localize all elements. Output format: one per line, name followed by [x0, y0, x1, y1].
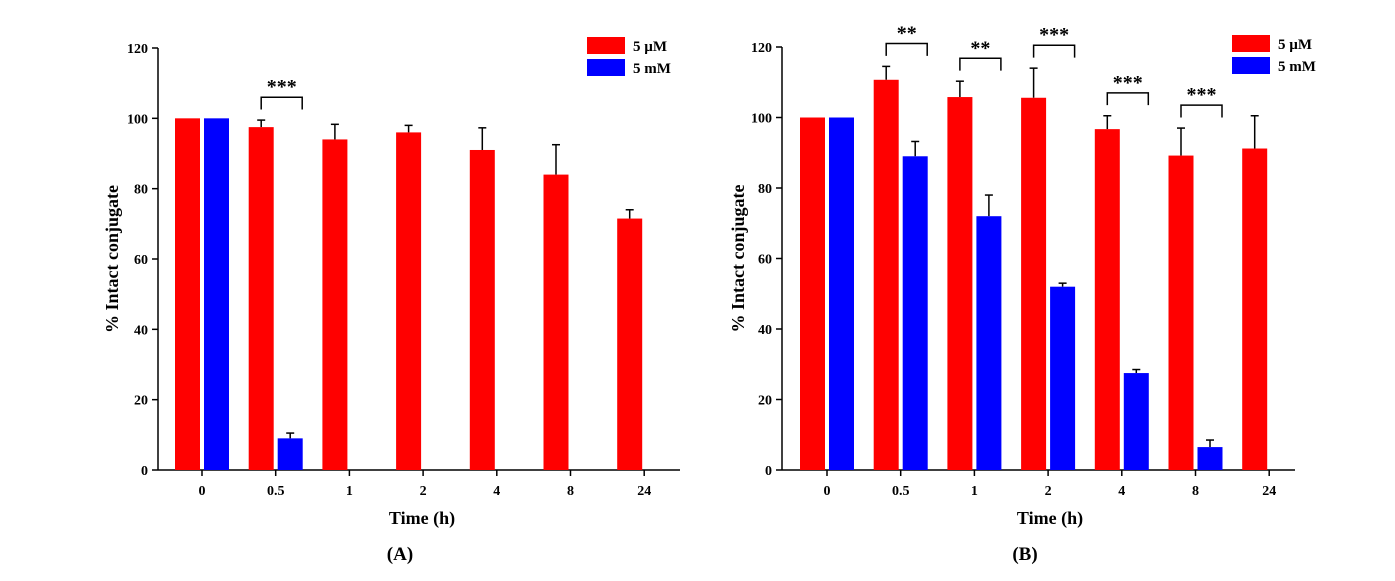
y-tick-label: 100	[751, 112, 772, 127]
significance-stars: **	[970, 37, 990, 59]
significance-stars: ***	[267, 76, 297, 98]
y-axis-label: % Intact conjugate	[728, 185, 748, 333]
x-tick-label: 8	[567, 484, 574, 499]
panel-label: (B)	[1012, 544, 1037, 565]
panel-label: (A)	[387, 544, 413, 565]
x-tick-label: 0	[824, 484, 831, 499]
significance-bracket	[1106, 92, 1150, 106]
bar-5uM	[248, 127, 274, 470]
x-axis-label: Time (h)	[1017, 508, 1083, 529]
x-tick-label: 0.5	[892, 484, 910, 499]
bar-5uM	[800, 117, 825, 470]
y-tick-label: 20	[758, 394, 772, 409]
significance-bracket	[885, 42, 928, 56]
significance-stars: ***	[1039, 24, 1069, 46]
legend-swatch-5uM	[587, 37, 625, 54]
x-tick-label: 4	[1118, 484, 1125, 499]
y-tick-label: 20	[134, 394, 148, 409]
bar-5mM	[902, 156, 928, 470]
legend-label: 5 mM	[633, 61, 671, 77]
bar-5uM	[322, 139, 348, 470]
x-tick-label: 4	[493, 484, 500, 499]
x-tick-label: 0.5	[267, 484, 285, 499]
bar-5uM	[1242, 148, 1268, 470]
bar-5uM	[396, 132, 422, 470]
x-tick-label: 1	[346, 484, 353, 499]
legend-swatch-5mM	[587, 59, 625, 76]
bar-5mM	[976, 216, 1002, 470]
legend-swatch-5mM	[1232, 57, 1270, 74]
significance-bracket	[1032, 44, 1076, 58]
bar-5mM	[1197, 447, 1223, 470]
x-tick-label: 0	[199, 484, 206, 499]
bar-5mM	[1050, 286, 1076, 470]
y-tick-label: 100	[127, 112, 148, 127]
y-tick-label: 40	[758, 323, 772, 338]
bar-5mM	[277, 438, 303, 470]
bar-5uM	[175, 118, 200, 470]
x-tick-label: 2	[420, 484, 427, 499]
y-tick-label: 0	[141, 464, 148, 479]
significance-bracket	[959, 57, 1002, 71]
y-tick-label: 80	[134, 183, 148, 198]
bar-5mM	[829, 117, 854, 470]
significance-stars: **	[897, 22, 917, 44]
bar-5uM	[543, 174, 569, 470]
significance-bracket	[1180, 104, 1223, 118]
bar-5uM	[1094, 129, 1120, 470]
y-tick-label: 120	[751, 41, 772, 56]
bar-5mM	[1123, 373, 1149, 470]
legend-label: 5 µM	[633, 39, 667, 55]
bar-5uM	[469, 149, 495, 470]
significance-stars: ***	[1113, 72, 1143, 94]
x-tick-label: 24	[1262, 484, 1276, 499]
y-tick-label: 60	[134, 253, 148, 268]
bar-5uM	[617, 218, 643, 470]
y-tick-label: 120	[127, 42, 148, 57]
y-tick-label: 40	[134, 323, 148, 338]
bar-5uM	[947, 97, 973, 471]
legend-label: 5 µM	[1278, 37, 1312, 53]
y-tick-label: 0	[765, 464, 772, 479]
legend-swatch-5uM	[1232, 35, 1270, 52]
y-axis-label: % Intact conjugate	[102, 185, 122, 333]
x-tick-label: 2	[1045, 484, 1052, 499]
x-tick-label: 1	[971, 484, 978, 499]
x-tick-label: 24	[637, 484, 651, 499]
legend-label: 5 mM	[1278, 59, 1316, 75]
x-tick-label: 8	[1192, 484, 1199, 499]
y-tick-label: 60	[758, 253, 772, 268]
bar-5uM	[1021, 97, 1047, 470]
x-axis-label: Time (h)	[389, 508, 455, 529]
bar-5mM	[204, 118, 229, 470]
significance-stars: ***	[1187, 84, 1217, 106]
significance-bracket	[260, 96, 303, 110]
bar-5uM	[1168, 155, 1194, 470]
bar-5uM	[873, 79, 899, 470]
y-tick-label: 80	[758, 182, 772, 197]
